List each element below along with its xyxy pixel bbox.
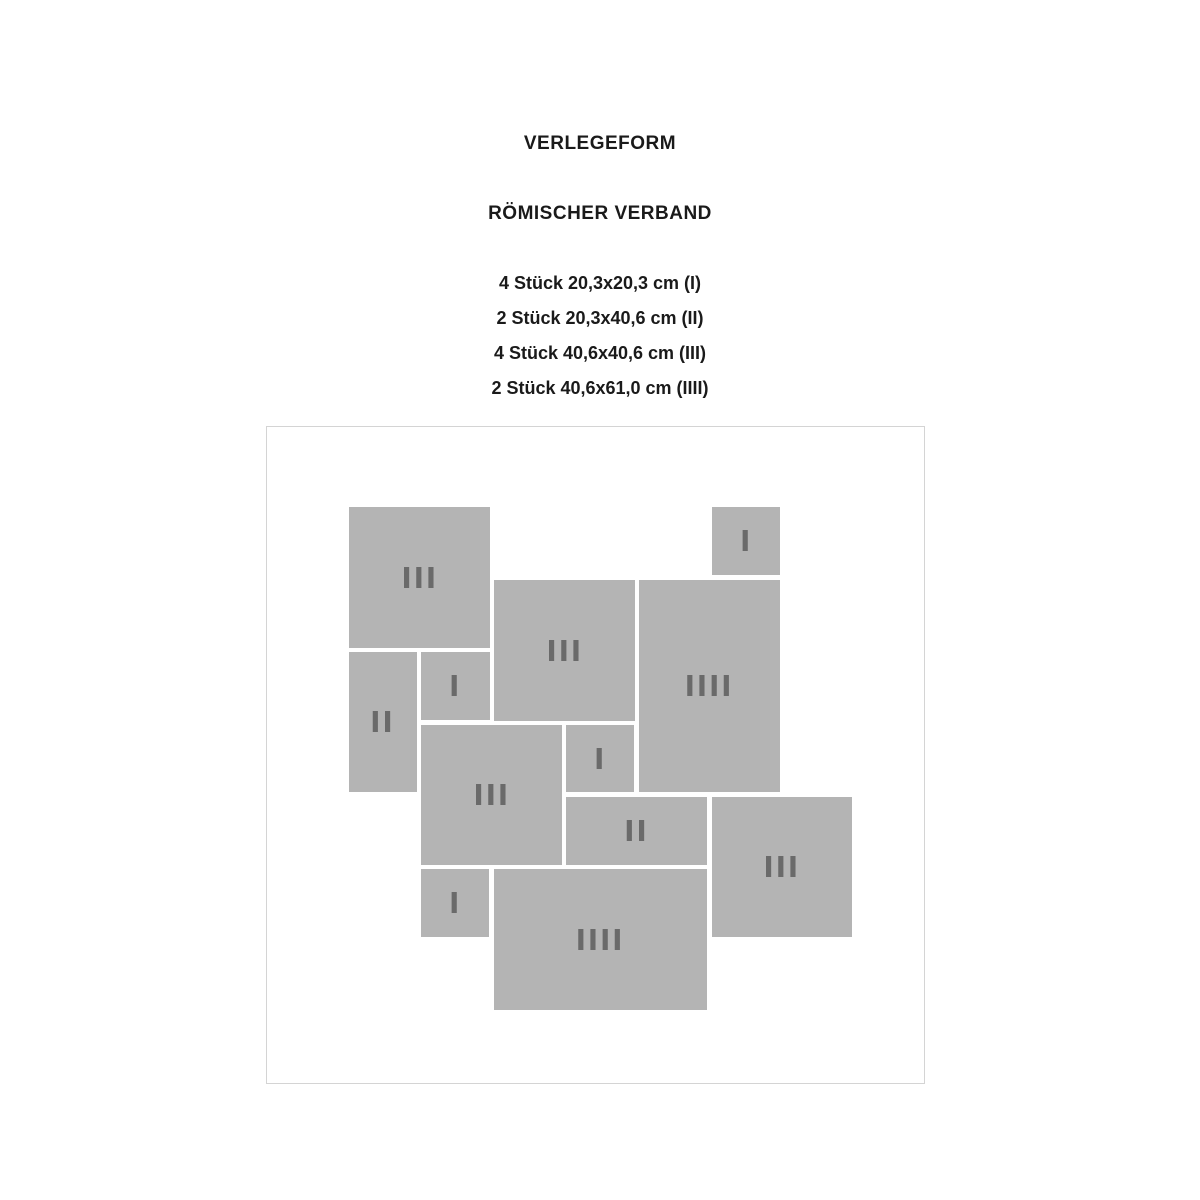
tile-label: III [763,849,801,884]
tile-label: IIII [576,921,625,957]
tile-label: III [473,777,510,812]
tile-i: I [712,507,780,575]
tile-ii: II [349,652,417,792]
diagram-title: VERLEGEFORM [523,133,677,154]
tile-iii: III [349,507,490,648]
piece-line: 2 Stück 40,6x61,0 cm (IIII) [491,378,709,398]
pattern-frame [266,426,925,1084]
tile-label: III [546,632,583,668]
tile-label: I [739,523,753,558]
tile-ii: II [566,797,707,865]
tile-i: I [421,869,489,937]
tile-label: IIII [685,668,734,703]
tile-label: I [448,885,462,920]
tile-i: I [566,725,634,792]
tile-iiii: IIII [639,580,780,792]
tile-label: I [449,668,462,703]
tile-label: II [624,813,649,848]
tile-iii: III [421,725,562,865]
tile-iii: III [712,797,852,937]
piece-line: 2 Stück 20,3x40,6 cm (II) [496,308,704,328]
tile-i: I [421,652,490,720]
tile-label: II [370,704,396,739]
pattern-name: RÖMISCHER VERBAND [488,203,712,224]
piece-line: 4 Stück 40,6x40,6 cm (III) [493,343,707,363]
tile-label: III [401,559,438,595]
piece-line: 4 Stück 20,3x20,3 cm (I) [498,273,702,293]
tile-iiii: IIII [494,869,707,1010]
tile-iii: III [494,580,635,721]
tile-label: I [593,740,607,776]
